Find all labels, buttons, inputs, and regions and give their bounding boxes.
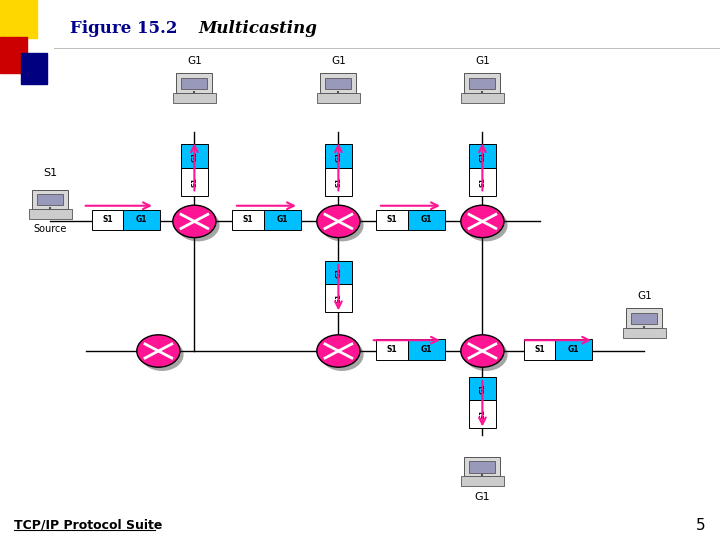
Text: S1: S1 <box>336 293 341 303</box>
FancyBboxPatch shape <box>317 93 360 103</box>
Circle shape <box>320 209 364 241</box>
FancyBboxPatch shape <box>123 210 161 230</box>
FancyBboxPatch shape <box>181 78 207 90</box>
FancyBboxPatch shape <box>325 144 352 168</box>
FancyBboxPatch shape <box>469 400 496 428</box>
Text: G1: G1 <box>420 345 432 354</box>
FancyBboxPatch shape <box>92 210 123 230</box>
Text: G1: G1 <box>276 215 288 224</box>
Text: G1: G1 <box>336 151 341 161</box>
FancyBboxPatch shape <box>325 284 352 312</box>
FancyBboxPatch shape <box>469 78 495 90</box>
Text: G1: G1 <box>480 383 485 394</box>
Text: G1: G1 <box>637 291 652 301</box>
Text: TCP/IP Protocol Suite: TCP/IP Protocol Suite <box>14 519 163 532</box>
Text: G1: G1 <box>568 345 580 354</box>
Text: S1: S1 <box>336 177 341 187</box>
FancyBboxPatch shape <box>623 328 666 338</box>
FancyBboxPatch shape <box>469 377 496 400</box>
FancyBboxPatch shape <box>376 210 408 230</box>
Text: G1: G1 <box>192 151 197 161</box>
Text: S1: S1 <box>387 345 397 354</box>
Text: S1: S1 <box>480 409 485 419</box>
Bar <box>0 37 27 73</box>
Text: S1: S1 <box>102 215 113 224</box>
Circle shape <box>317 335 360 367</box>
FancyBboxPatch shape <box>464 457 500 476</box>
Text: G1: G1 <box>474 492 490 503</box>
Text: G1: G1 <box>420 215 432 224</box>
Text: 5: 5 <box>696 518 706 533</box>
Circle shape <box>461 335 504 367</box>
Text: G1: G1 <box>480 151 485 161</box>
Circle shape <box>320 339 364 371</box>
Text: S1: S1 <box>387 215 397 224</box>
FancyBboxPatch shape <box>32 190 68 209</box>
FancyBboxPatch shape <box>469 461 495 473</box>
FancyBboxPatch shape <box>555 339 593 360</box>
FancyBboxPatch shape <box>37 194 63 206</box>
FancyBboxPatch shape <box>325 78 351 90</box>
Text: G1: G1 <box>475 56 490 66</box>
FancyBboxPatch shape <box>469 144 496 168</box>
FancyBboxPatch shape <box>264 210 301 230</box>
FancyBboxPatch shape <box>320 73 356 93</box>
FancyBboxPatch shape <box>408 339 444 360</box>
Text: G1: G1 <box>136 215 148 224</box>
Circle shape <box>464 339 508 371</box>
Circle shape <box>176 209 220 241</box>
Text: Figure 15.2: Figure 15.2 <box>70 19 177 37</box>
Text: Multicasting: Multicasting <box>198 19 317 37</box>
Circle shape <box>137 335 180 367</box>
FancyBboxPatch shape <box>325 261 352 284</box>
Text: S1: S1 <box>243 215 253 224</box>
Text: G1: G1 <box>331 56 346 66</box>
Bar <box>0 0 37 38</box>
Text: G1: G1 <box>187 56 202 66</box>
FancyBboxPatch shape <box>232 210 264 230</box>
Text: S1: S1 <box>43 168 58 178</box>
Text: G1: G1 <box>336 267 341 278</box>
Circle shape <box>140 339 184 371</box>
FancyBboxPatch shape <box>173 93 216 103</box>
FancyBboxPatch shape <box>181 144 208 168</box>
Text: S1: S1 <box>192 177 197 187</box>
Text: S1: S1 <box>534 345 545 354</box>
FancyBboxPatch shape <box>461 476 504 486</box>
FancyBboxPatch shape <box>325 168 352 195</box>
FancyBboxPatch shape <box>626 308 662 328</box>
Text: S1: S1 <box>480 177 485 187</box>
FancyBboxPatch shape <box>464 73 500 93</box>
Text: Source: Source <box>34 224 67 234</box>
Circle shape <box>461 205 504 238</box>
FancyBboxPatch shape <box>469 168 496 195</box>
FancyBboxPatch shape <box>376 339 408 360</box>
FancyBboxPatch shape <box>181 168 208 195</box>
Circle shape <box>317 205 360 238</box>
FancyBboxPatch shape <box>29 209 72 219</box>
FancyBboxPatch shape <box>524 339 555 360</box>
Circle shape <box>464 209 508 241</box>
FancyBboxPatch shape <box>408 210 444 230</box>
FancyBboxPatch shape <box>176 73 212 93</box>
FancyBboxPatch shape <box>631 313 657 325</box>
Bar <box>21 53 47 84</box>
Circle shape <box>173 205 216 238</box>
FancyBboxPatch shape <box>461 93 504 103</box>
